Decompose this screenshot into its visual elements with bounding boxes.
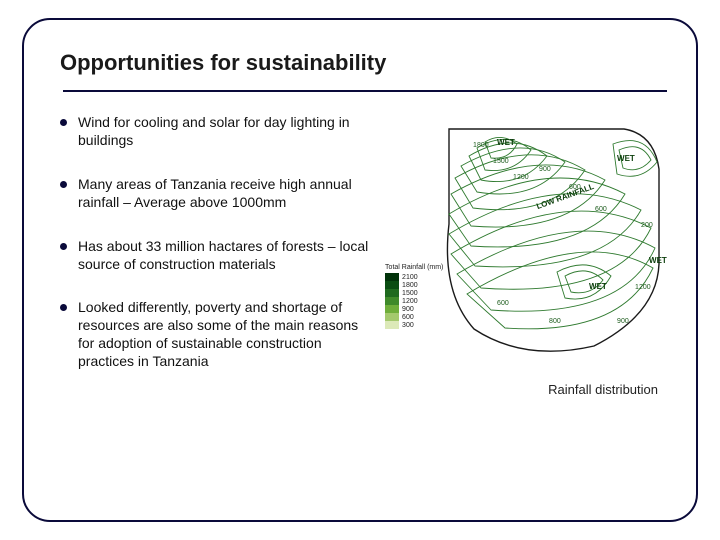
contour-value-label: 1800 — [473, 142, 489, 149]
map-region-label: WET — [649, 256, 667, 265]
contour-value-label: 600 — [497, 300, 509, 307]
contour-value-label: 600 — [595, 206, 607, 213]
contour-value-label: 600 — [569, 184, 581, 191]
contour-value-label: 800 — [549, 318, 561, 325]
legend-label: 1200 — [402, 298, 418, 305]
legend-swatch — [385, 297, 399, 305]
bullet-item: Has about 33 million hactares of forests… — [56, 238, 370, 274]
contour-value-label: 200 — [641, 222, 653, 229]
legend-row: 2100 — [385, 273, 455, 281]
bullet-item: Many areas of Tanzania receive high annu… — [56, 176, 370, 212]
contour-value-label: 1200 — [513, 174, 529, 181]
legend-swatch — [385, 281, 399, 289]
contour-value-label: 900 — [539, 166, 551, 173]
legend-swatch — [385, 289, 399, 297]
legend-row: 300 — [385, 321, 455, 329]
legend-row: 900 — [385, 305, 455, 313]
map-region-label: WET — [589, 282, 607, 291]
legend-label: 2100 — [402, 274, 418, 281]
title-rule — [63, 90, 668, 92]
bullet-list: Wind for cooling and solar for day light… — [56, 114, 370, 397]
content-row: Wind for cooling and solar for day light… — [50, 114, 680, 397]
contour-value-label: 1200 — [635, 284, 651, 291]
legend-label: 1500 — [402, 290, 418, 297]
legend-row: 1800 — [385, 281, 455, 289]
legend-row: 1500 — [385, 289, 455, 297]
rainfall-map: Total Rainfall (mm) 21001800150012009006… — [389, 114, 669, 364]
figure-caption: Rainfall distribution — [548, 382, 658, 397]
legend-title: Total Rainfall (mm) — [385, 264, 455, 271]
legend-label: 900 — [402, 306, 414, 313]
legend-swatch — [385, 273, 399, 281]
bullet-item: Wind for cooling and solar for day light… — [56, 114, 370, 150]
legend-label: 1800 — [402, 282, 418, 289]
legend-row: 600 — [385, 313, 455, 321]
contour-value-label: 1500 — [493, 158, 509, 165]
figure-panel: Total Rainfall (mm) 21001800150012009006… — [384, 114, 674, 397]
slide-title: Opportunities for sustainability — [60, 50, 680, 76]
map-region-label: WET — [617, 154, 635, 163]
contour-value-label: 900 — [617, 318, 629, 325]
map-legend: Total Rainfall (mm) 21001800150012009006… — [385, 264, 455, 329]
bullet-item: Looked differently, poverty and shortage… — [56, 299, 370, 371]
legend-swatch — [385, 321, 399, 329]
legend-label: 600 — [402, 314, 414, 321]
map-region-label: WET — [497, 138, 515, 147]
legend-row: 1200 — [385, 297, 455, 305]
legend-swatch — [385, 305, 399, 313]
legend-swatch — [385, 313, 399, 321]
legend-label: 300 — [402, 322, 414, 329]
